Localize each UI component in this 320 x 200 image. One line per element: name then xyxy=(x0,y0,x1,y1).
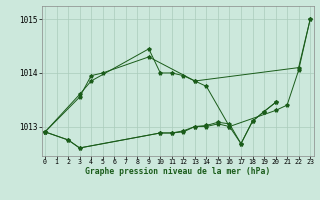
X-axis label: Graphe pression niveau de la mer (hPa): Graphe pression niveau de la mer (hPa) xyxy=(85,167,270,176)
